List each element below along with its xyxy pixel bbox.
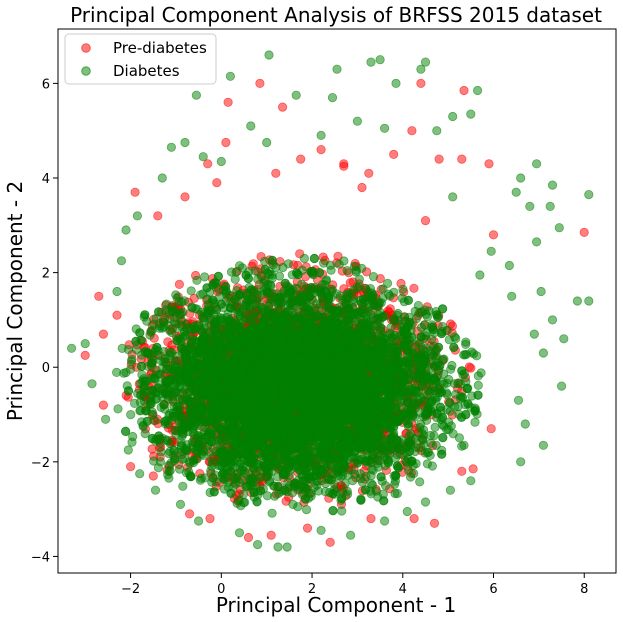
data-point-diabetes: [200, 272, 210, 282]
data-point-pre-diabetes: [243, 532, 254, 543]
data-point-diabetes: [398, 284, 408, 294]
data-point-pre-diabetes: [302, 523, 313, 533]
data-point-pre-diabetes: [484, 159, 494, 169]
data-point-diabetes: [186, 286, 196, 296]
series-diabetes: [67, 50, 594, 552]
data-point-pre-diabetes: [409, 283, 419, 293]
data-point-pre-diabetes: [488, 230, 499, 240]
data-point-pre-diabetes: [80, 350, 90, 360]
data-point-pre-diabetes: [185, 509, 195, 519]
data-point-pre-diabetes: [325, 537, 335, 547]
data-point-diabetes: [178, 481, 188, 491]
data-point-pre-diabetes: [277, 102, 288, 112]
plot-area: [67, 50, 594, 552]
data-point-pre-diabetes: [416, 78, 426, 89]
data-point-pre-diabetes: [486, 424, 496, 434]
data-point-pre-diabetes: [221, 137, 231, 148]
data-point-pre-diabetes: [153, 211, 163, 221]
data-point-pre-diabetes: [266, 530, 276, 540]
data-point-diabetes: [380, 481, 391, 491]
data-point-pre-diabetes: [316, 145, 326, 155]
data-point-pre-diabetes: [255, 78, 265, 89]
data-point-pre-diabetes: [174, 279, 184, 289]
data-point-pre-diabetes: [466, 363, 476, 373]
data-point-diabetes: [337, 506, 347, 516]
data-point-pre-diabetes: [98, 329, 109, 339]
data-point-diabetes: [150, 415, 160, 426]
data-point-pre-diabetes: [212, 178, 222, 188]
data-point-diabetes: [127, 354, 137, 364]
data-point-pre-diabetes: [389, 149, 399, 159]
data-point-pre-diabetes: [409, 513, 419, 524]
data-point-pre-diabetes: [180, 192, 190, 202]
data-point-pre-diabetes: [94, 291, 104, 301]
data-point-pre-diabetes: [339, 161, 349, 171]
data-point-pre-diabetes: [434, 154, 444, 164]
data-point-pre-diabetes: [468, 464, 478, 474]
data-point-pre-diabetes: [457, 466, 467, 476]
data-point-pre-diabetes: [579, 227, 589, 237]
data-point-pre-diabetes: [457, 154, 467, 164]
data-point-pre-diabetes: [429, 518, 440, 528]
data-point-pre-diabetes: [364, 168, 374, 178]
data-point-pre-diabetes: [203, 159, 213, 169]
data-point-pre-diabetes: [148, 471, 158, 481]
data-point-pre-diabetes: [296, 154, 306, 164]
data-point-pre-diabetes: [366, 513, 376, 524]
data-point-pre-diabetes: [357, 182, 367, 193]
data-point-pre-diabetes: [420, 216, 431, 226]
data-point-pre-diabetes: [385, 304, 395, 314]
data-point-pre-diabetes: [130, 187, 140, 197]
data-point-pre-diabetes: [112, 310, 122, 320]
data-point-pre-diabetes: [126, 461, 136, 472]
data-point-pre-diabetes: [271, 168, 281, 178]
data-point-diabetes: [410, 306, 420, 316]
data-point-diabetes: [301, 504, 312, 515]
data-point-pre-diabetes: [98, 400, 109, 410]
data-point-pre-diabetes: [459, 85, 469, 96]
data-point-pre-diabetes: [223, 97, 233, 107]
data-point-pre-diabetes: [205, 513, 215, 524]
data-point-pre-diabetes: [407, 126, 417, 136]
